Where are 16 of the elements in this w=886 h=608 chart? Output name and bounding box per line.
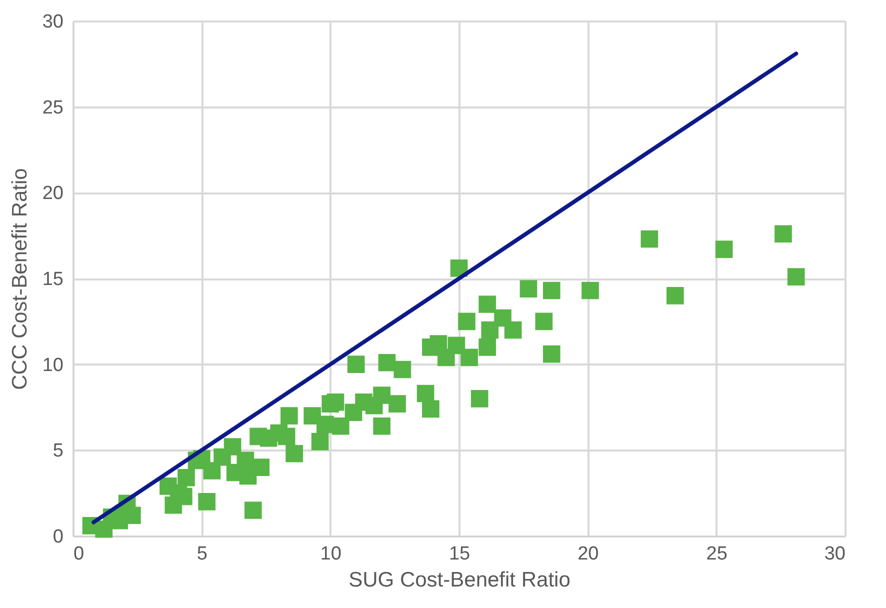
x-tick-label: 0 bbox=[74, 544, 84, 564]
x-tick-label: 15 bbox=[448, 544, 470, 564]
y-tick-label: 5 bbox=[52, 440, 64, 462]
y-tick-label: 20 bbox=[42, 183, 64, 204]
y-axis-title: CCC Cost-Benefit Ratio bbox=[8, 168, 32, 390]
x-axis-title: SUG Cost-Benefit Ratio bbox=[348, 568, 570, 592]
y-tick-label: 10 bbox=[42, 354, 64, 376]
y-tick-label: 30 bbox=[42, 12, 64, 32]
y-tick-label: 0 bbox=[52, 526, 64, 548]
x-tick-label: 25 bbox=[706, 544, 728, 564]
y-tick-label: 15 bbox=[42, 269, 64, 290]
x-tick-label: 20 bbox=[578, 544, 599, 564]
x-tick-label: 5 bbox=[196, 544, 208, 564]
y-tick-label: 25 bbox=[42, 97, 64, 118]
x-tick-label: 10 bbox=[320, 544, 342, 564]
x-tick-label: 30 bbox=[824, 544, 846, 564]
